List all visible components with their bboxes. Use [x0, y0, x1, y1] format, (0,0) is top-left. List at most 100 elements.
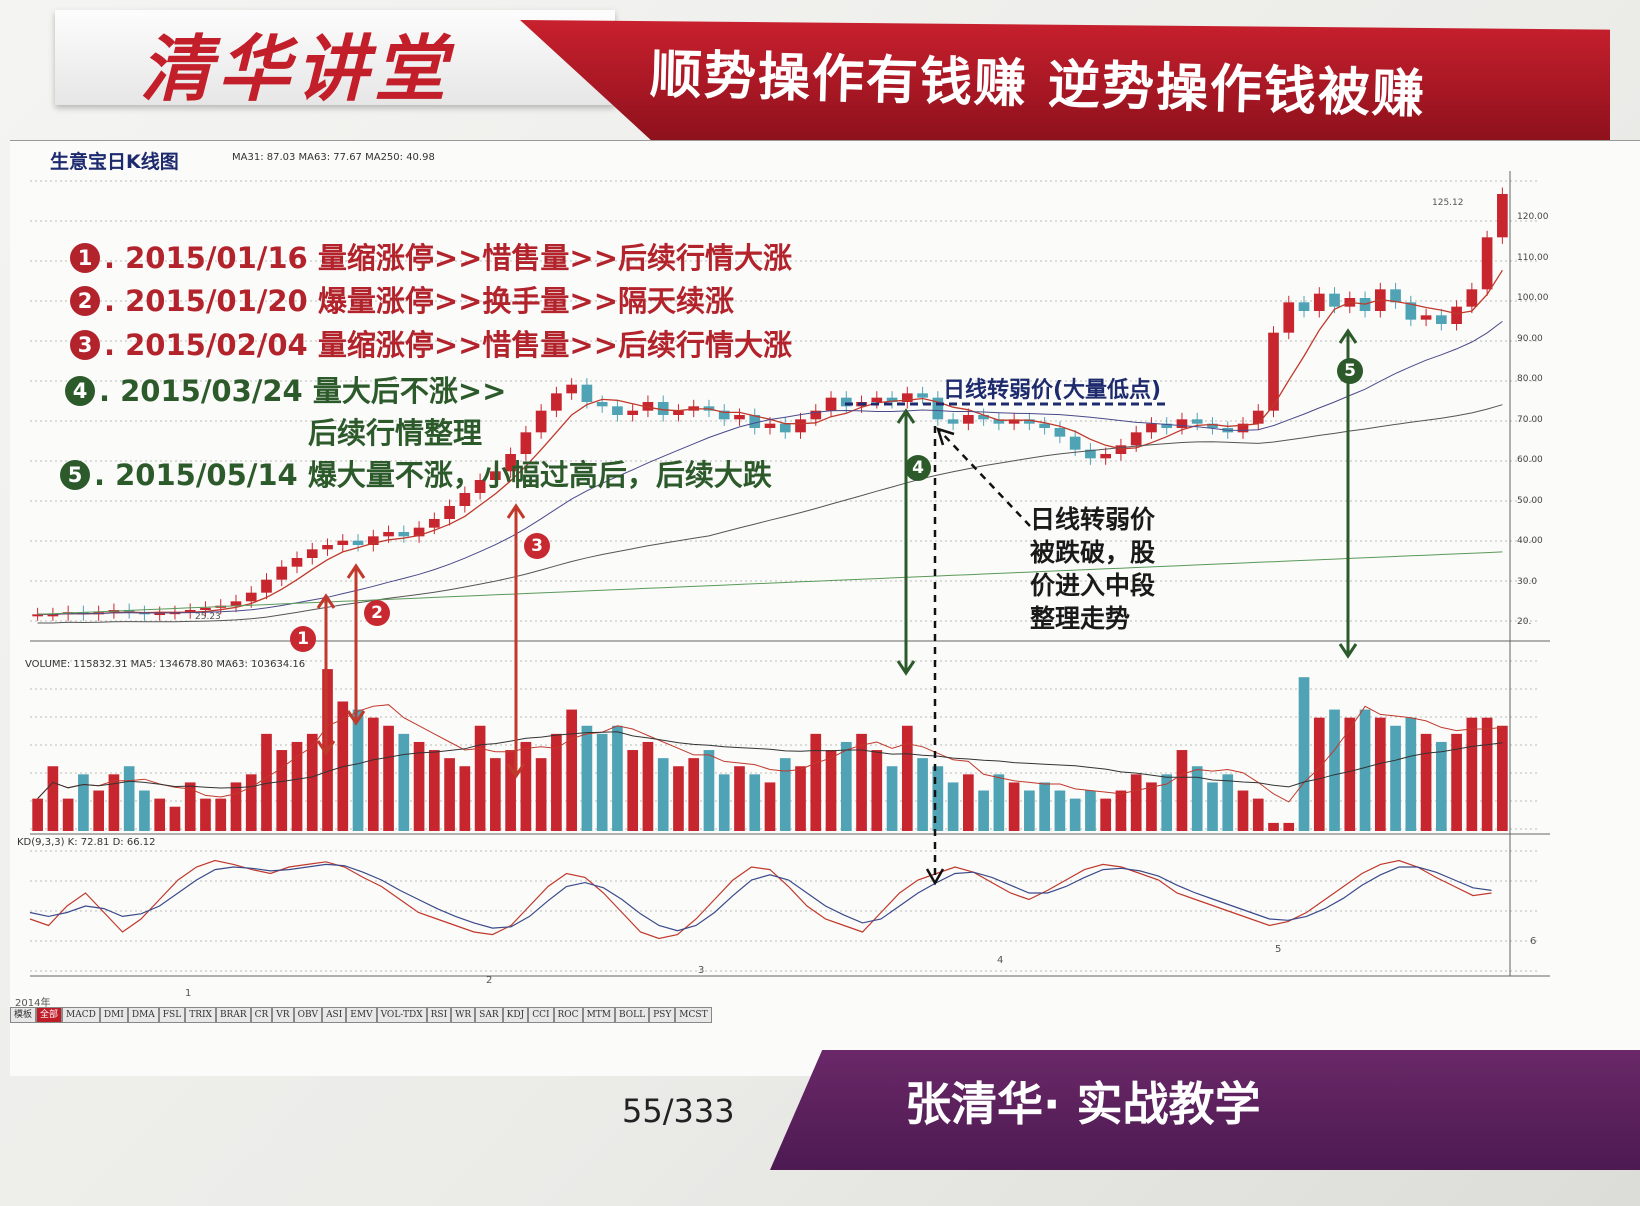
indicator-tab[interactable]: VR [272, 1007, 294, 1023]
candle-body [505, 454, 516, 472]
candle-body [490, 471, 501, 480]
volume-bar [856, 733, 867, 831]
candle-body [1207, 423, 1218, 428]
month-label: 1 [185, 988, 192, 999]
indicator-tab[interactable]: EMV [346, 1007, 377, 1023]
indicator-tab[interactable]: OBV [293, 1007, 323, 1023]
indicator-tab[interactable]: CCI [528, 1007, 554, 1023]
indicator-tab[interactable]: BOLL [615, 1007, 650, 1023]
annotation-text: . 2015/01/20 爆量涨停>>换手量>>隔天续涨 [104, 284, 735, 318]
candle-body [1161, 423, 1173, 428]
volume-bar [184, 782, 196, 831]
volume-bar [566, 709, 577, 831]
volume-bar [657, 758, 669, 831]
indicator-tab[interactable]: WR [451, 1007, 476, 1023]
annotation-text: . 2015/01/16 量缩涨停>>惜售量>>后续行情大涨 [104, 241, 793, 275]
candle-body [1130, 432, 1142, 446]
candle-body [1481, 237, 1493, 290]
ma-mid-line [37, 321, 1503, 615]
volume-bar [276, 750, 288, 831]
annotation-number: 1 [70, 243, 100, 273]
high-price-label: 125.12 [1432, 198, 1464, 208]
stock-chart-panel[interactable] [10, 140, 1640, 1076]
indicator-tab[interactable]: KDJ [502, 1007, 529, 1023]
brand-logo: 清华讲堂 [140, 26, 453, 111]
volume-bar [581, 725, 593, 831]
volume-bar [718, 774, 730, 831]
indicator-tab[interactable]: TRIX [185, 1007, 216, 1023]
volume-bar [596, 733, 608, 831]
candle-body [428, 519, 440, 528]
annotation-line: 2. 2015/01/20 爆量涨停>>换手量>>隔天续涨 [70, 278, 734, 320]
chart-svg[interactable] [10, 141, 1640, 1076]
header-slogan-banner [520, 20, 1610, 140]
marker-4: 4 [905, 455, 931, 481]
indicator-tab[interactable]: PSY [649, 1007, 676, 1023]
candle-body [1466, 289, 1478, 307]
chart-title: 生意宝日K线图 [50, 151, 179, 173]
indicator-tab[interactable]: DMI [99, 1007, 128, 1023]
breakdown-arrow-head [925, 868, 945, 886]
volume-bar [1024, 790, 1035, 831]
volume-bar [1252, 798, 1264, 831]
indicator-tab[interactable]: DMA [127, 1007, 159, 1023]
annotation-line: 5. 2015/05/14 爆大量不涨，小幅过高后，后续大跌 [60, 452, 772, 494]
price-axis-tick: 70.00 [1517, 414, 1543, 425]
price-axis-tick: 120.00 [1517, 212, 1549, 222]
indicator-tab[interactable]: 全部 [36, 1007, 63, 1023]
volume-bar [1100, 798, 1112, 831]
kd-d-line [29, 863, 1492, 932]
volume-bar [871, 750, 883, 831]
indicator-tab[interactable]: ASI [322, 1007, 347, 1023]
candle-body [1329, 293, 1340, 307]
annotation-line: 后续行情整理 [308, 410, 482, 452]
indicator-tab[interactable]: MACD [62, 1007, 100, 1023]
indicator-tab[interactable]: 模板 [10, 1007, 37, 1023]
indicator-tab[interactable]: MTM [582, 1007, 615, 1023]
annotation-text: 后续行情整理 [308, 416, 483, 450]
volume-bar [1146, 782, 1157, 831]
note-line: 整理走势 [1030, 604, 1131, 633]
candle-body [566, 384, 577, 394]
annotation-number: 3 [70, 330, 100, 360]
volume-bar [1237, 790, 1249, 831]
candle-body [1252, 410, 1264, 424]
candle-body [1298, 302, 1310, 311]
indicator-tab[interactable]: MCST [675, 1007, 712, 1023]
candle-body [1146, 423, 1157, 433]
candle-body [657, 402, 669, 415]
indicator-tab[interactable]: RSI [426, 1007, 452, 1023]
volume-bar [764, 782, 776, 831]
volume-bar [749, 774, 761, 831]
indicator-tab[interactable]: VOL-TDX [376, 1007, 427, 1023]
indicator-tab[interactable]: BRAR [215, 1007, 251, 1023]
indicator-tab[interactable]: CR [250, 1007, 273, 1023]
candle-body [1100, 454, 1112, 459]
indicator-tab[interactable]: ROC [553, 1007, 583, 1023]
candle-body [932, 397, 944, 420]
volume-bar [123, 766, 135, 831]
volume-bar [1054, 790, 1066, 831]
volume-bar [886, 766, 898, 831]
annotation-text: . 2015/03/24 量大后不涨>> [99, 374, 507, 408]
volume-bar [474, 725, 486, 831]
annotation-number: 4 [65, 376, 95, 406]
volume-bar [1161, 774, 1173, 831]
candle-body [1451, 306, 1462, 324]
volume-bar [108, 774, 120, 831]
volume-bar [1268, 822, 1279, 831]
volume-ma63-line [37, 731, 1503, 799]
candle-body [47, 614, 59, 617]
price-axis-tick: 50.00 [1517, 495, 1543, 506]
candle-body [1420, 315, 1432, 320]
candle-body [947, 419, 959, 424]
indicator-tab[interactable]: FSL [158, 1007, 186, 1023]
candle-body [276, 566, 288, 580]
note-pointer-head [936, 427, 955, 446]
volume-bar [1390, 725, 1401, 831]
volume-bar [352, 709, 364, 831]
candle-body [1436, 315, 1447, 324]
candle-body [1268, 332, 1279, 411]
candle-body [1497, 194, 1508, 238]
indicator-tab[interactable]: SAR [475, 1007, 503, 1023]
